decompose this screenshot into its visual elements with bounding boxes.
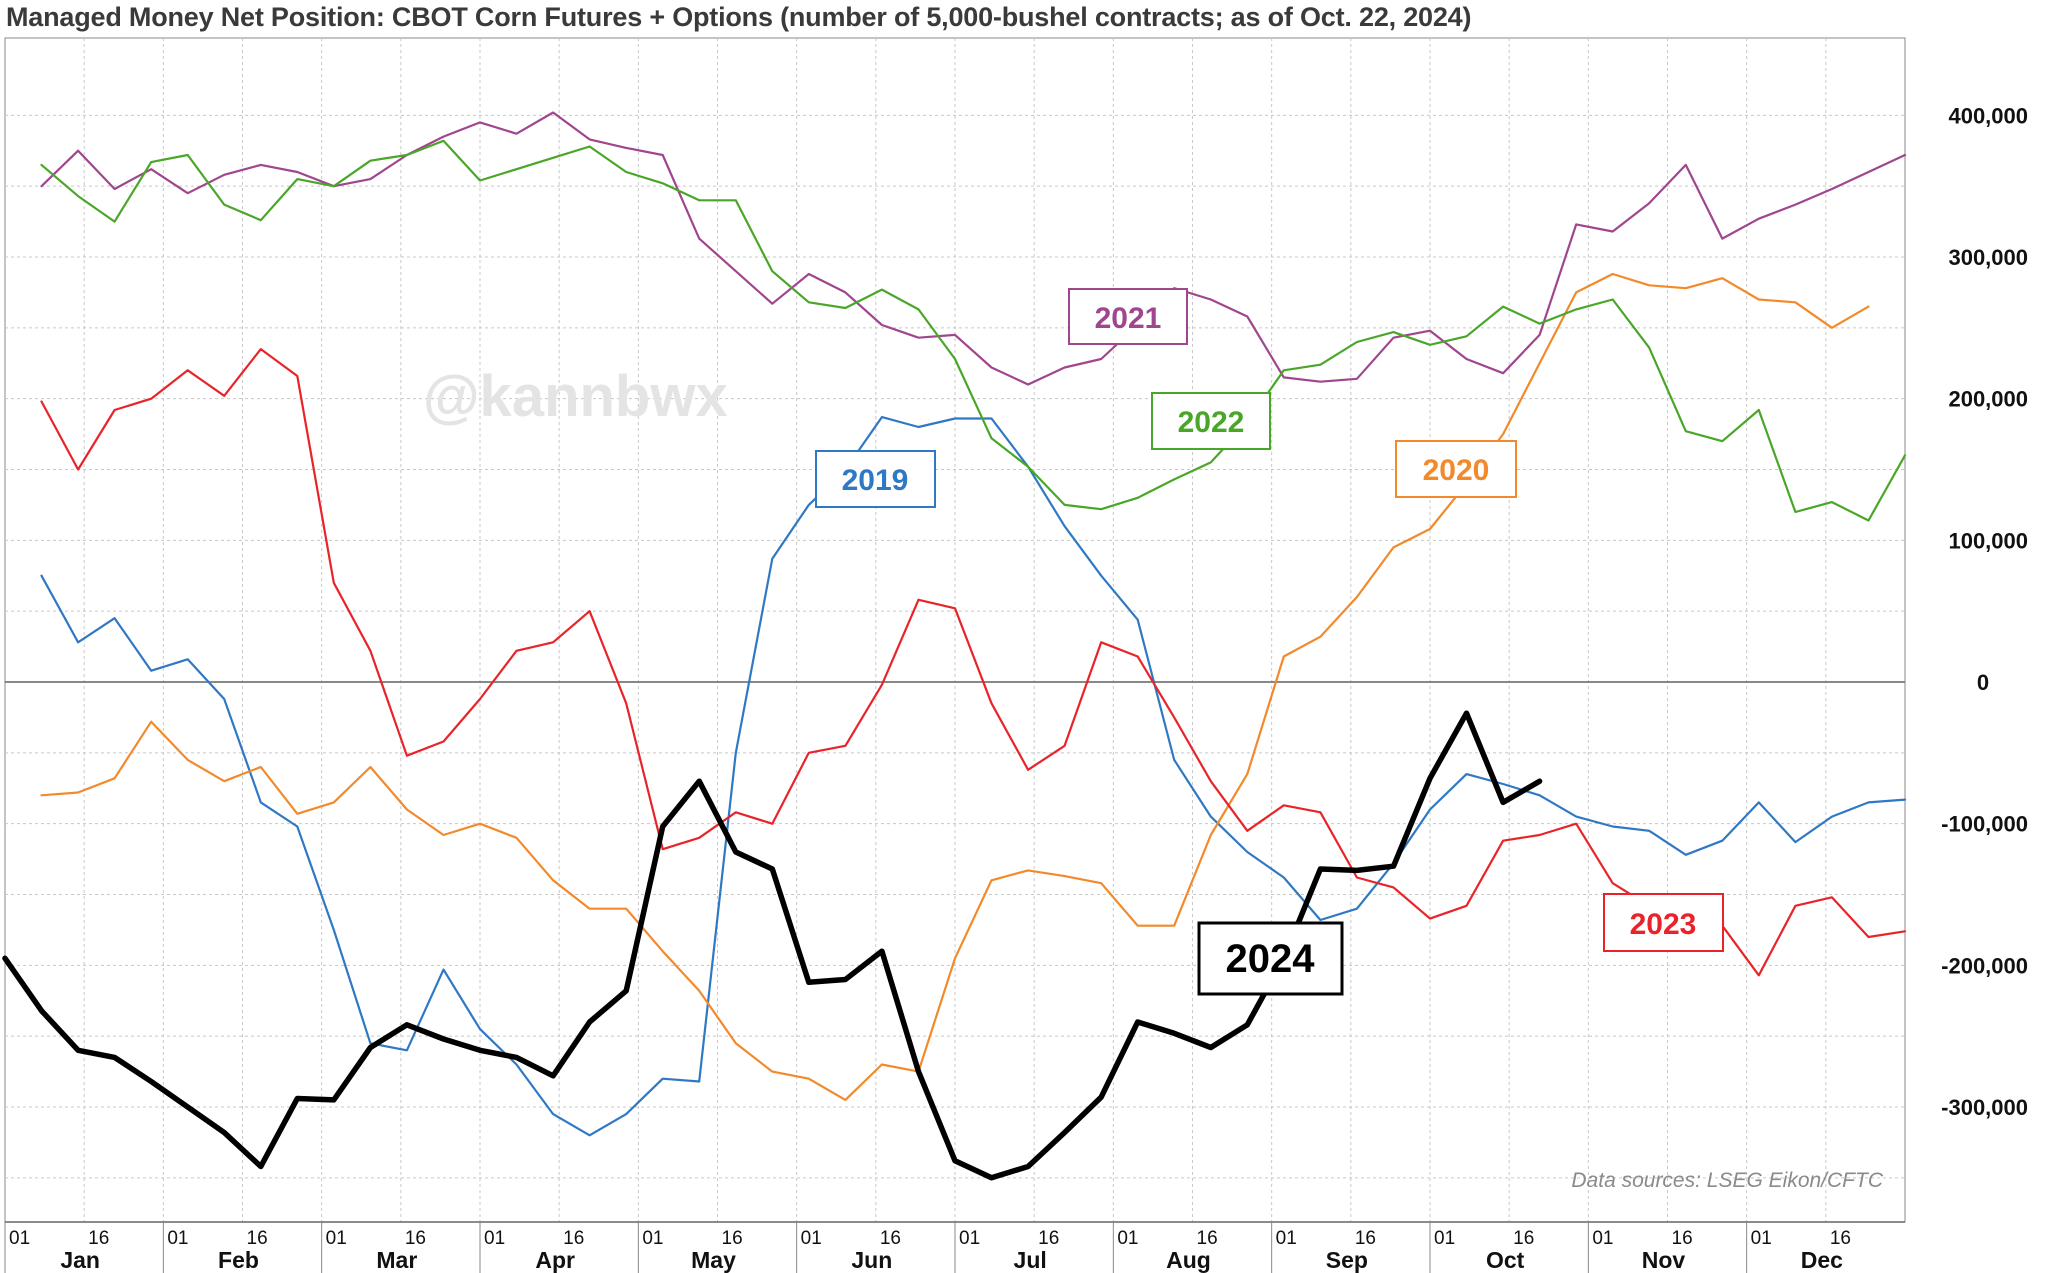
svg-text:2023: 2023	[1630, 908, 1697, 941]
x-month-label: May	[691, 1247, 736, 1273]
y-axis: 400,000 300,000 200,000 100,000 0 -100,000 -20…	[1941, 103, 2028, 1120]
y-tick-label: 100,000	[1948, 528, 2028, 553]
label-2024: 2024	[1197, 921, 1344, 996]
x-tick-label: 01	[801, 1228, 822, 1249]
x-month-label: Sep	[1326, 1247, 1368, 1273]
x-tick-label: 16	[1038, 1228, 1059, 1249]
y-tick-label: 400,000	[1948, 103, 2028, 128]
x-month-label: Oct	[1486, 1247, 1525, 1273]
x-axis: 01 16 01 16 01 16 01 16 01 16 01 16 01 16 01 16 01 16 01 16…	[4, 1221, 1905, 1273]
svg-text:2021: 2021	[1095, 302, 1162, 335]
x-tick-label: 01	[9, 1228, 30, 1249]
label-2020: 2020	[1395, 440, 1517, 498]
x-month-label: Jun	[851, 1247, 892, 1273]
x-tick-label: 16	[1197, 1228, 1218, 1249]
x-month-label: Apr	[535, 1247, 575, 1273]
x-month-label: Feb	[218, 1247, 259, 1273]
plot-area	[4, 37, 1906, 1223]
x-month-label: Dec	[1801, 1247, 1843, 1273]
x-tick-label: 16	[247, 1228, 268, 1249]
x-tick-label: 16	[880, 1228, 901, 1249]
label-2023: 2023	[1603, 893, 1724, 952]
y-tick-label: 200,000	[1948, 387, 2028, 412]
x-tick-label: 16	[722, 1228, 743, 1249]
chart-title: Managed Money Net Position: CBOT Corn Fu…	[6, 2, 1472, 32]
series-line-2019	[40, 416, 1907, 1137]
series-line-2023	[40, 348, 1907, 977]
x-tick-label: 01	[642, 1228, 663, 1249]
x-month-label: Mar	[376, 1247, 417, 1273]
x-month-label: Aug	[1166, 1247, 1211, 1273]
x-tick-label: 01	[959, 1228, 980, 1249]
label-2019: 2019	[815, 450, 936, 508]
svg-text:2024: 2024	[1226, 937, 1316, 981]
y-tick-label: 0	[1977, 670, 1989, 695]
data-source: Data sources: LSEG Eikon/CFTC	[1571, 1169, 1883, 1192]
x-tick-label: 16	[563, 1228, 584, 1249]
y-tick-label: -200,000	[1941, 953, 2028, 978]
label-2021: 2021	[1068, 288, 1188, 345]
x-tick-label: 01	[326, 1228, 347, 1249]
series-line-2021	[40, 111, 1907, 386]
y-tick-label: -300,000	[1941, 1095, 2028, 1120]
y-tick-label: 300,000	[1948, 245, 2028, 270]
watermark: @kannbwx	[423, 364, 728, 429]
x-tick-label: 01	[484, 1228, 505, 1249]
x-tick-label: 16	[88, 1228, 109, 1249]
x-tick-label: 01	[1117, 1228, 1138, 1249]
x-tick-label: 16	[1513, 1228, 1534, 1249]
y-tick-label: -100,000	[1941, 812, 2028, 837]
svg-text:2022: 2022	[1178, 406, 1245, 439]
x-tick-label: 01	[1751, 1228, 1772, 1249]
x-tick-label: 16	[1830, 1228, 1851, 1249]
series-line-2022	[40, 139, 1907, 522]
x-tick-label: 16	[1355, 1228, 1376, 1249]
x-tick-label: 16	[405, 1228, 426, 1249]
x-month-label: Jan	[60, 1247, 100, 1273]
x-tick-label: 16	[1672, 1228, 1693, 1249]
x-tick-label: 01	[1276, 1228, 1297, 1249]
svg-text:2019: 2019	[842, 464, 909, 497]
svg-text:2020: 2020	[1423, 454, 1490, 487]
x-month-label: Jul	[1014, 1247, 1047, 1273]
x-tick-label: 01	[1592, 1228, 1613, 1249]
x-tick-label: 01	[1434, 1228, 1455, 1249]
x-month-label: Nov	[1642, 1247, 1686, 1273]
series-line-2020	[40, 272, 1870, 1102]
x-tick-label: 01	[167, 1228, 188, 1249]
label-2022: 2022	[1151, 392, 1271, 450]
grid	[5, 38, 1905, 1222]
